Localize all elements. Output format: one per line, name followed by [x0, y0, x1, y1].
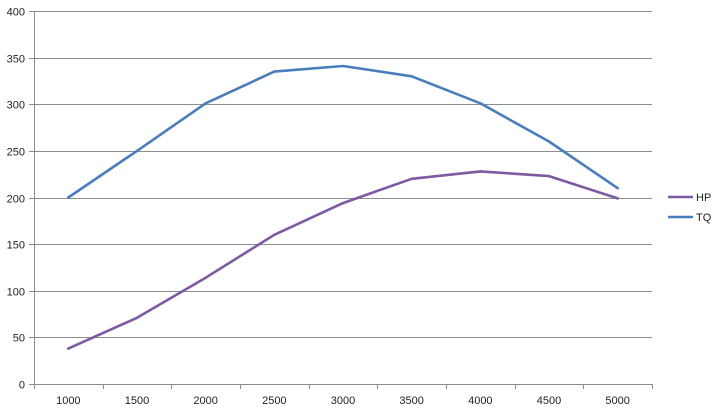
series-lines	[67, 64, 620, 350]
legend: HP TQ	[668, 192, 712, 224]
data-point-hp	[273, 233, 276, 236]
y-tick-label: 200	[7, 194, 25, 206]
data-point-hp	[410, 177, 413, 181]
x-tick-label: 5000	[605, 395, 629, 407]
y-tick-label: 150	[7, 240, 25, 252]
y-tick-label: 300	[7, 100, 25, 112]
x-tick-label: 4000	[468, 395, 492, 407]
y-tick-label: 50	[13, 333, 25, 345]
data-point-hp	[479, 170, 482, 173]
x-tick-label: 2500	[262, 395, 286, 407]
x-tick-label: 3000	[331, 395, 355, 407]
x-tick-label: 3500	[399, 395, 423, 407]
axes	[29, 11, 653, 389]
data-point-tq	[67, 196, 70, 199]
data-point-tq	[273, 70, 276, 73]
series-line-tq	[67, 64, 620, 199]
data-point-hp	[204, 276, 207, 279]
x-tick-label: 2000	[193, 395, 217, 407]
y-tick-label: 350	[7, 54, 25, 66]
y-tick-label: 400	[7, 7, 25, 19]
data-point-hp	[67, 347, 70, 350]
y-tick-label: 100	[7, 287, 25, 299]
legend-label-tq: TQ	[696, 212, 712, 224]
y-tick-label: 0	[19, 380, 25, 392]
legend-label-hp: HP	[696, 192, 711, 204]
data-point-hp	[616, 197, 619, 200]
gridlines	[34, 11, 652, 338]
data-point-hp	[135, 316, 139, 319]
y-tick-labels: 0 50 100 150 200 250 300 350 400	[7, 7, 25, 392]
series-line-hp	[67, 170, 620, 350]
data-point-tq	[547, 140, 551, 143]
x-tick-labels: 1000 1500 2000 2500 3000 3500 4000 4500 5000	[56, 395, 630, 407]
data-point-hp	[547, 174, 551, 178]
x-tick-label: 1000	[56, 395, 80, 407]
data-point-tq	[135, 149, 139, 153]
data-point-tq	[204, 102, 207, 105]
data-point-tq	[410, 75, 413, 78]
data-point-tq	[479, 102, 482, 105]
y-tick-label: 250	[7, 147, 25, 159]
data-point-tq	[341, 64, 345, 68]
data-point-tq	[616, 186, 619, 190]
data-point-hp	[341, 201, 345, 205]
x-tick-label: 1500	[125, 395, 149, 407]
x-tick-label: 4500	[537, 395, 561, 407]
